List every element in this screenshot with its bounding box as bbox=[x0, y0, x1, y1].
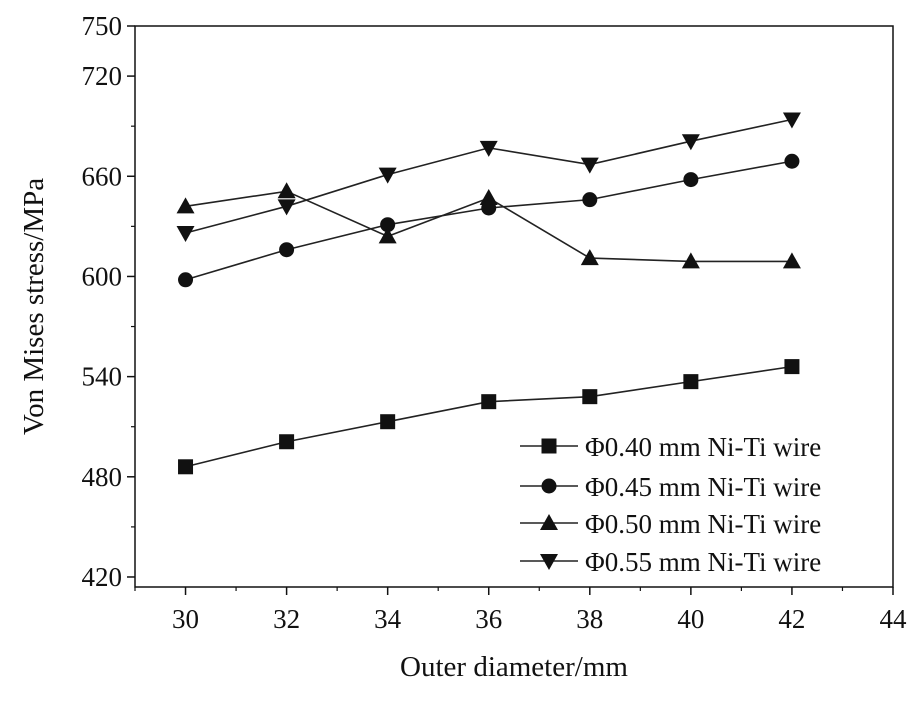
data-point bbox=[580, 249, 599, 266]
y-tick-label: 540 bbox=[82, 362, 123, 392]
data-point bbox=[277, 199, 296, 216]
series-2 bbox=[178, 153, 800, 288]
legend-item: Φ0.50 mm Ni-Ti wire bbox=[520, 509, 821, 539]
data-point bbox=[380, 414, 396, 430]
x-axis-title: Outer diameter/mm bbox=[400, 651, 628, 683]
data-point bbox=[681, 134, 700, 151]
legend-marker bbox=[540, 554, 558, 570]
data-point bbox=[683, 374, 699, 390]
legend-marker bbox=[540, 514, 558, 530]
data-point bbox=[681, 252, 700, 269]
y-tick-label: 420 bbox=[82, 562, 123, 592]
data-point bbox=[178, 459, 194, 475]
series-line bbox=[185, 118, 793, 234]
legend-item: Φ0.40 mm Ni-Ti wire bbox=[520, 432, 821, 462]
legend-label: Φ0.55 mm Ni-Ti wire bbox=[585, 547, 821, 577]
x-tick-label: 30 bbox=[172, 604, 199, 634]
legend-label: Φ0.45 mm Ni-Ti wire bbox=[585, 472, 821, 502]
series-3 bbox=[176, 182, 801, 269]
data-point bbox=[784, 359, 800, 375]
legend-label: Φ0.40 mm Ni-Ti wire bbox=[585, 432, 821, 462]
data-point bbox=[178, 272, 194, 288]
data-point bbox=[782, 112, 801, 129]
data-point bbox=[582, 192, 598, 208]
x-tick-label: 36 bbox=[475, 604, 502, 634]
data-point bbox=[176, 226, 195, 243]
legend-item: Φ0.55 mm Ni-Ti wire bbox=[520, 547, 821, 577]
y-tick-label: 480 bbox=[82, 462, 123, 492]
data-point bbox=[279, 242, 295, 258]
y-axis-title: Von Mises stress/MPa bbox=[18, 178, 50, 435]
data-point bbox=[782, 252, 801, 269]
data-point bbox=[479, 140, 498, 157]
series-1 bbox=[178, 359, 800, 475]
data-point bbox=[378, 167, 397, 184]
y-tick-label: 600 bbox=[82, 261, 123, 291]
x-tick-label: 38 bbox=[576, 604, 603, 634]
legend-label: Φ0.50 mm Ni-Ti wire bbox=[585, 509, 821, 539]
x-tick-label: 34 bbox=[374, 604, 402, 634]
legend-item: Φ0.45 mm Ni-Ti wire bbox=[520, 472, 821, 502]
data-point bbox=[279, 434, 295, 450]
y-tick-label: 750 bbox=[82, 11, 123, 41]
series-4 bbox=[176, 112, 801, 243]
data-point bbox=[784, 153, 800, 169]
legend-marker bbox=[541, 478, 557, 494]
plot-frame bbox=[134, 25, 894, 588]
x-tick-label: 44 bbox=[880, 604, 908, 634]
x-tick-label: 32 bbox=[273, 604, 300, 634]
data-point bbox=[479, 188, 498, 205]
data-point bbox=[683, 172, 699, 188]
legend-marker bbox=[541, 438, 557, 454]
y-tick-label: 660 bbox=[82, 161, 123, 191]
data-point bbox=[380, 217, 396, 233]
data-point bbox=[277, 182, 296, 199]
data-point bbox=[378, 227, 397, 244]
x-tick-label: 42 bbox=[778, 604, 805, 634]
axes: 30 32 34 36 38 40 42 44 420 480 540 600 660 720 750 bbox=[82, 11, 908, 634]
data-point bbox=[580, 157, 599, 174]
series-layer bbox=[176, 112, 801, 475]
data-point bbox=[176, 197, 195, 214]
data-point bbox=[481, 394, 497, 410]
data-point bbox=[582, 389, 598, 405]
y-tick-label: 720 bbox=[82, 61, 123, 91]
legend: Φ0.40 mm Ni-Ti wire Φ0.45 mm Ni-Ti wire Φ0… bbox=[520, 432, 821, 577]
x-tick-label: 40 bbox=[677, 604, 704, 634]
